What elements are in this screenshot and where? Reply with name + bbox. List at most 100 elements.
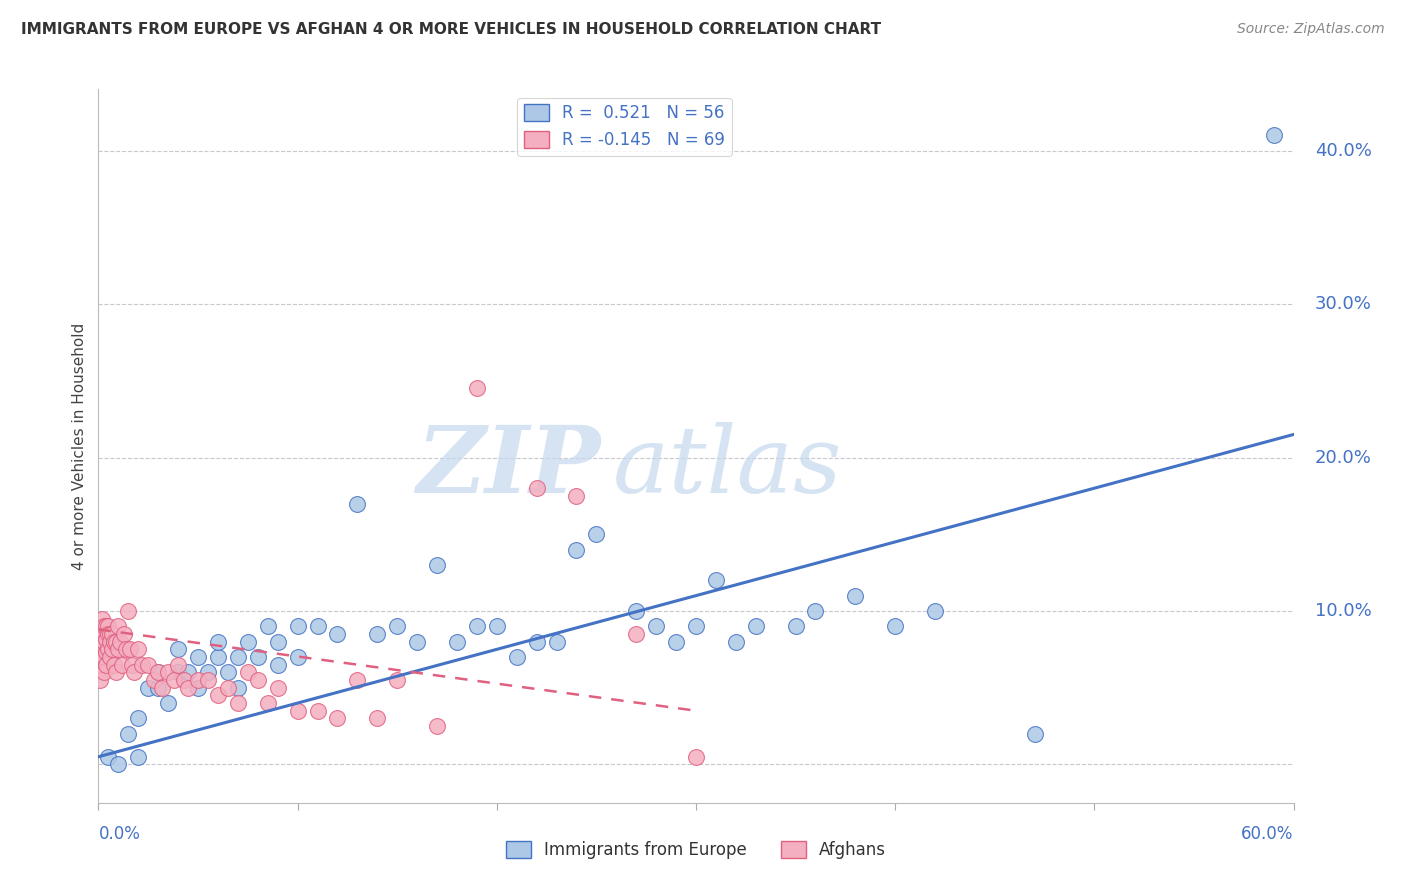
Point (256, 696, 278, 710)
Point (267, 681, 290, 695)
Point (96, 657, 118, 672)
Point (526, 481, 548, 495)
Point (127, 711, 149, 725)
Point (287, 704, 309, 718)
Text: IMMIGRANTS FROM EUROPE VS AFGHAN 4 OR MORE VEHICLES IN HOUSEHOLD CORRELATION CHA: IMMIGRANTS FROM EUROPE VS AFGHAN 4 OR MO… (21, 22, 882, 37)
Point (89, 642, 111, 657)
Point (246, 650, 269, 665)
Point (98, 627, 122, 641)
Point (565, 542, 588, 557)
Point (844, 589, 866, 603)
Point (105, 665, 128, 680)
Text: 40.0%: 40.0% (1315, 142, 1371, 160)
Point (112, 627, 135, 641)
Point (307, 704, 329, 718)
Point (326, 627, 349, 641)
Point (103, 657, 125, 672)
Point (93, 634, 115, 648)
Point (465, 619, 488, 633)
Point (724, 634, 747, 648)
Point (236, 665, 259, 680)
Point (526, 634, 548, 648)
Point (226, 696, 249, 710)
Point (485, 619, 508, 633)
Point (97, 619, 120, 633)
Point (366, 711, 388, 725)
Point (217, 681, 239, 695)
Point (101, 627, 124, 641)
Text: 30.0%: 30.0% (1315, 295, 1371, 313)
Point (385, 619, 409, 633)
Point (385, 673, 409, 687)
Point (167, 665, 190, 680)
Point (124, 665, 146, 680)
Point (226, 681, 249, 695)
Point (326, 711, 349, 725)
Point (197, 673, 219, 687)
Point (163, 673, 186, 687)
Text: Source: ZipAtlas.com: Source: ZipAtlas.com (1237, 22, 1385, 37)
Point (645, 619, 668, 633)
Point (256, 619, 278, 633)
Point (685, 619, 707, 633)
Point (107, 757, 129, 772)
Point (217, 665, 239, 680)
Point (98, 650, 122, 665)
Point (148, 665, 170, 680)
Point (117, 604, 139, 618)
Point (426, 558, 449, 572)
Point (91, 627, 114, 641)
Point (91, 612, 114, 626)
Point (103, 634, 125, 648)
Text: 10.0%: 10.0% (1315, 602, 1371, 620)
Point (804, 604, 827, 618)
Point (110, 634, 132, 648)
Point (226, 650, 249, 665)
Point (107, 642, 129, 657)
Point (187, 650, 209, 665)
Point (624, 604, 647, 618)
Point (157, 665, 180, 680)
Point (1024, 727, 1046, 741)
Text: atlas: atlas (612, 423, 842, 512)
Point (98, 634, 122, 648)
Point (107, 619, 129, 633)
Point (267, 634, 290, 648)
Point (120, 642, 142, 657)
Point (177, 665, 200, 680)
Point (465, 381, 488, 395)
Point (685, 749, 707, 764)
Point (136, 681, 159, 695)
Point (173, 673, 195, 687)
Point (1263, 128, 1285, 143)
Text: 20.0%: 20.0% (1315, 449, 1371, 467)
Point (143, 673, 166, 687)
Point (187, 673, 209, 687)
Point (546, 634, 568, 648)
Point (148, 681, 170, 695)
Point (665, 634, 688, 648)
Point (117, 727, 139, 741)
Point (197, 665, 219, 680)
Point (91, 650, 114, 665)
Point (167, 642, 190, 657)
Point (97, 749, 120, 764)
Point (89, 673, 111, 687)
Point (287, 650, 309, 665)
Point (406, 634, 429, 648)
Text: 0.0%: 0.0% (98, 825, 141, 843)
Point (506, 650, 529, 665)
Point (89, 657, 111, 672)
Point (93, 650, 115, 665)
Point (111, 657, 134, 672)
Point (121, 657, 143, 672)
Point (127, 749, 149, 764)
Point (157, 696, 180, 710)
Point (127, 642, 149, 657)
Point (115, 642, 138, 657)
Point (187, 681, 209, 695)
Point (426, 719, 449, 733)
Point (267, 657, 290, 672)
Point (565, 489, 588, 503)
Point (131, 657, 153, 672)
